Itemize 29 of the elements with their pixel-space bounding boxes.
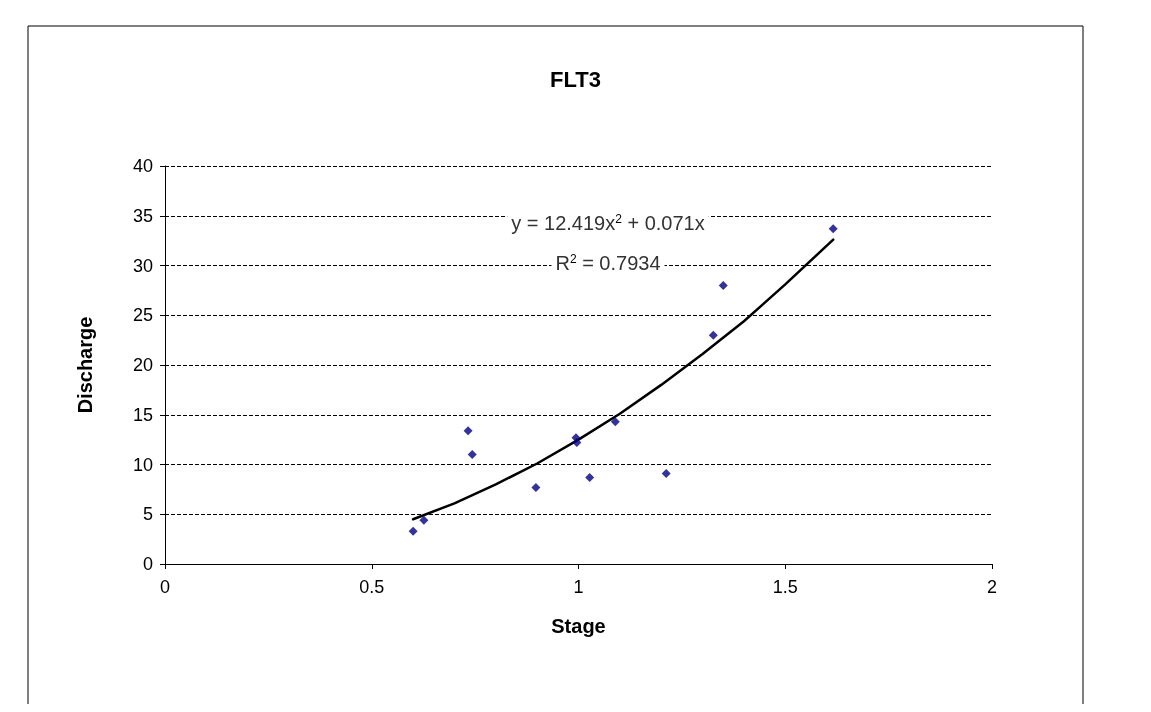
y-tick-label: 30 <box>132 255 153 276</box>
x-tick-label: 0.5 <box>359 577 385 597</box>
point <box>585 472 595 482</box>
y-tick-label: 35 <box>132 205 153 226</box>
point <box>661 468 671 478</box>
x-tick-label: 1 <box>573 577 584 597</box>
y-axis-title: Discharge <box>74 316 96 414</box>
x-tick-label: 1.5 <box>772 577 798 597</box>
point <box>419 515 429 525</box>
chart-title: FLT3 <box>550 66 601 92</box>
x-axis-title: Stage <box>551 615 606 637</box>
x-tick-label: 0 <box>159 577 171 597</box>
point <box>828 224 838 234</box>
y-tick-label: 15 <box>132 404 153 425</box>
point <box>408 526 418 536</box>
point <box>467 450 477 460</box>
point <box>708 330 718 340</box>
x-tick-label: 2 <box>986 577 998 597</box>
point <box>531 482 541 492</box>
point <box>718 280 728 290</box>
y-tick-label: 40 <box>132 156 153 176</box>
y-tick-label: 25 <box>132 305 153 326</box>
point <box>572 438 582 448</box>
y-tick-label: 0 <box>142 554 153 574</box>
y-tick-label: 10 <box>132 454 153 475</box>
y-tick-label: 5 <box>142 504 153 525</box>
y-tick-label: 20 <box>132 355 153 375</box>
point <box>610 417 620 427</box>
point <box>463 426 473 436</box>
